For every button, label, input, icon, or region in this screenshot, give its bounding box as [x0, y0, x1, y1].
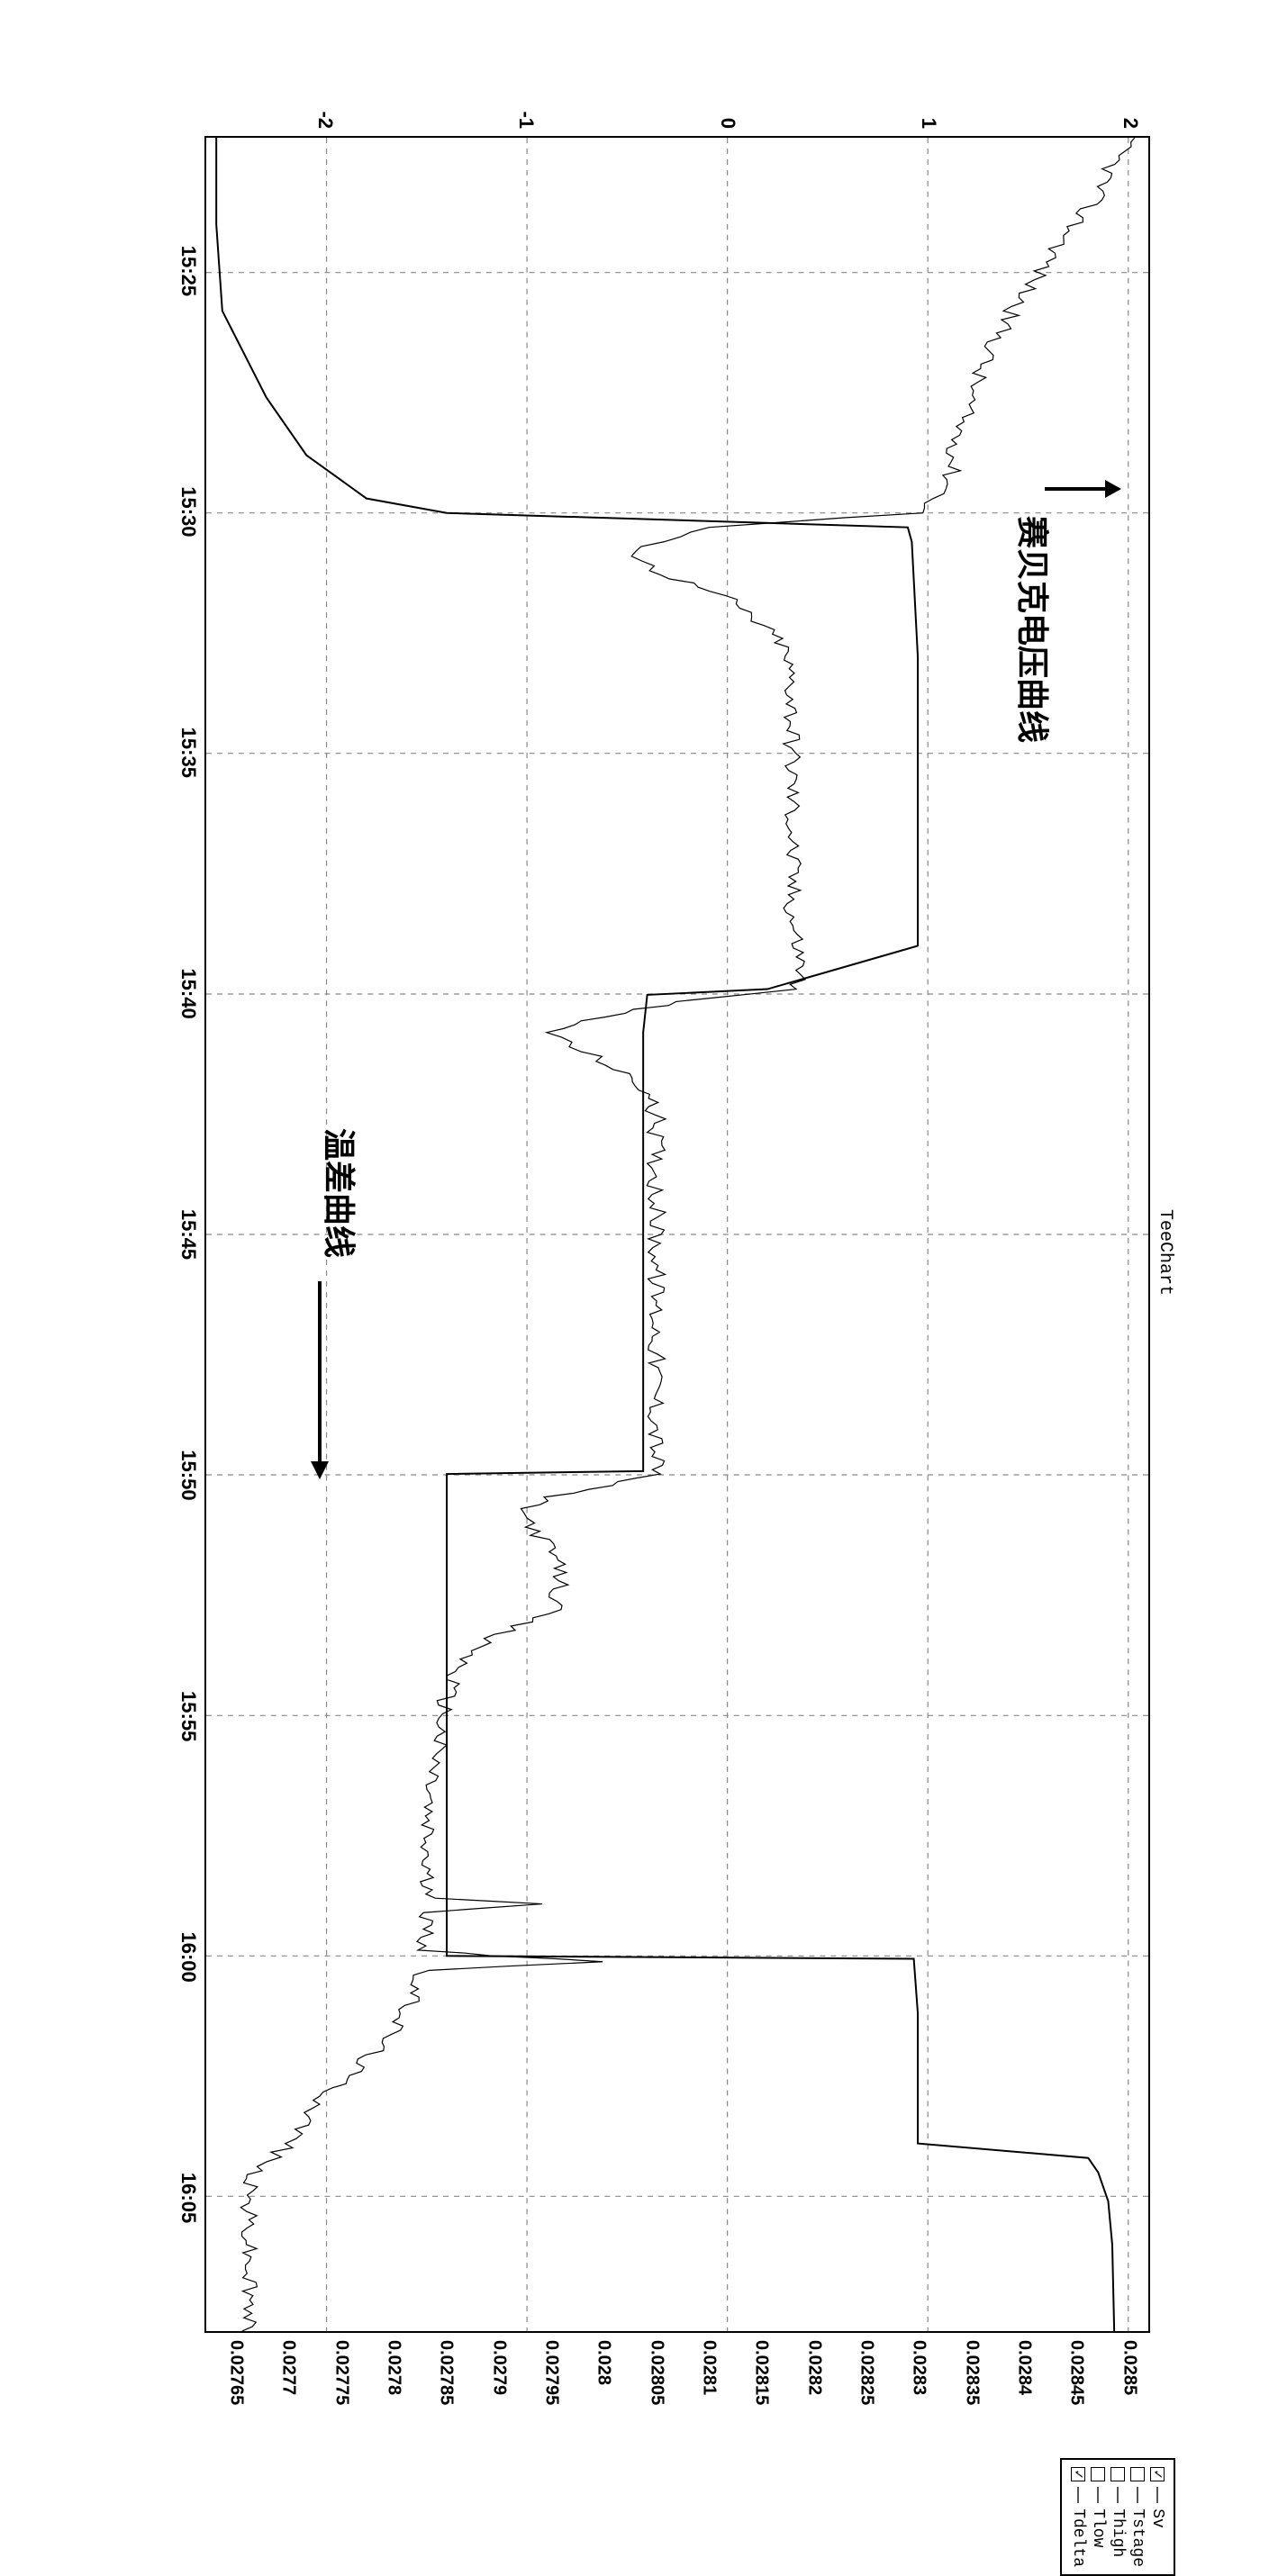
y-right-tick: 0.0282: [803, 2340, 824, 2395]
legend-box: ✓ SvTstageThighTlow ✓ Tdelta: [1060, 2458, 1175, 2576]
y-right-tick: 0.0285: [1119, 2340, 1139, 2395]
y-right-tick: 0.0281: [698, 2340, 719, 2395]
y-left-tick: -1: [514, 111, 538, 129]
y-right-tick: 0.02775: [331, 2340, 351, 2405]
legend-label: Tdelta: [1069, 2508, 1087, 2567]
legend-item-tstage[interactable]: Tstage: [1129, 2467, 1147, 2567]
y-right-tick: 0.02815: [750, 2340, 771, 2405]
y-axis-right: 0.0285 0.02845 0.0284 0.02835 0.0283 0.02825 0…: [204, 2333, 1150, 2423]
legend-line-icon: [1077, 2487, 1079, 2503]
y-left-tick: 2: [1118, 117, 1141, 128]
legend-line-icon: [1156, 2487, 1158, 2503]
x-tick: 15:30: [177, 486, 200, 537]
y-right-tick: 0.02785: [435, 2340, 456, 2405]
x-tick: 16:05: [177, 2172, 200, 2222]
annotation-seebeck: 赛贝克电压曲线: [1011, 516, 1058, 743]
annotation-seebeck-text: 赛贝克电压曲线: [1014, 516, 1050, 743]
legend-label: Tstage: [1129, 2508, 1147, 2567]
y-right-tick: 0.0278: [383, 2340, 403, 2395]
annotation-tempdiff-text: 温差曲线: [321, 1128, 357, 1258]
legend-label: Tlow: [1089, 2508, 1107, 2547]
legend-item-tdelta[interactable]: ✓ Tdelta: [1069, 2467, 1087, 2567]
x-tick: 15:45: [177, 1208, 200, 1259]
legend-checkbox[interactable]: [1091, 2467, 1105, 2481]
x-tick: 15:55: [177, 1691, 200, 1741]
x-tick: 15:50: [177, 1450, 200, 1500]
legend-checkbox[interactable]: ✓: [1150, 2467, 1165, 2481]
x-tick: 16:00: [177, 1931, 200, 1982]
y-axis-left: 2 1 0 -1 -2: [204, 82, 1150, 136]
arrow-seebeck: [1040, 471, 1121, 507]
y-right-tick: 0.028: [593, 2340, 613, 2385]
chart-title: TeeChart: [1155, 82, 1175, 2423]
y-right-tick: 0.02795: [540, 2340, 561, 2405]
x-tick: 15:35: [177, 727, 200, 777]
chart-container: TeeChart ✓SvTstageThighTlow✓Tdelta 210-1…: [95, 82, 1175, 2423]
y-right-tick: 0.0283: [908, 2340, 929, 2395]
y-left-tick: 1: [917, 117, 940, 128]
legend-checkbox[interactable]: [1130, 2467, 1145, 2481]
legend-label: Sv: [1148, 2508, 1166, 2528]
x-axis: 15:25 15:30 15:35 15:40 15:45 15:50 15:55 16:00…: [168, 136, 204, 2333]
legend-item-sv[interactable]: ✓ Sv: [1148, 2467, 1166, 2567]
legend-checkbox[interactable]: [1110, 2467, 1125, 2481]
legend-checkbox[interactable]: ✓: [1071, 2467, 1085, 2481]
legend-label: Thigh: [1109, 2508, 1127, 2557]
y-left-tick: -2: [313, 111, 337, 129]
y-right-tick: 0.0284: [1013, 2340, 1034, 2395]
y-right-tick: 0.02845: [1065, 2340, 1086, 2405]
arrow-tempdiff: [302, 1281, 338, 1479]
y-right-tick: 0.0277: [277, 2340, 298, 2395]
y-right-tick: 0.02825: [856, 2340, 876, 2405]
legend-item-thigh[interactable]: Thigh: [1109, 2467, 1127, 2567]
annotation-tempdiff: 温差曲线: [318, 1128, 365, 1258]
y-left-tick: 0: [715, 117, 739, 128]
y-right-tick: 0.02765: [225, 2340, 246, 2405]
x-tick: 15:40: [177, 968, 200, 1018]
plot-area: 赛贝克电压曲线 温差曲线: [204, 136, 1150, 2333]
y-right-tick: 0.02835: [961, 2340, 982, 2405]
x-tick: 15:25: [177, 245, 200, 295]
legend-line-icon: [1117, 2487, 1119, 2503]
legend-line-icon: [1137, 2487, 1138, 2503]
y-right-tick: 0.02805: [646, 2340, 666, 2405]
legend-item-tlow[interactable]: Tlow: [1089, 2467, 1107, 2567]
legend-line-icon: [1097, 2487, 1099, 2503]
plot-wrapper: 2 1 0 -1 -2 赛贝克电压曲线 温差曲线 0.0285 0.02845 0.0284…: [204, 82, 1150, 2423]
y-right-tick: 0.0279: [488, 2340, 509, 2395]
